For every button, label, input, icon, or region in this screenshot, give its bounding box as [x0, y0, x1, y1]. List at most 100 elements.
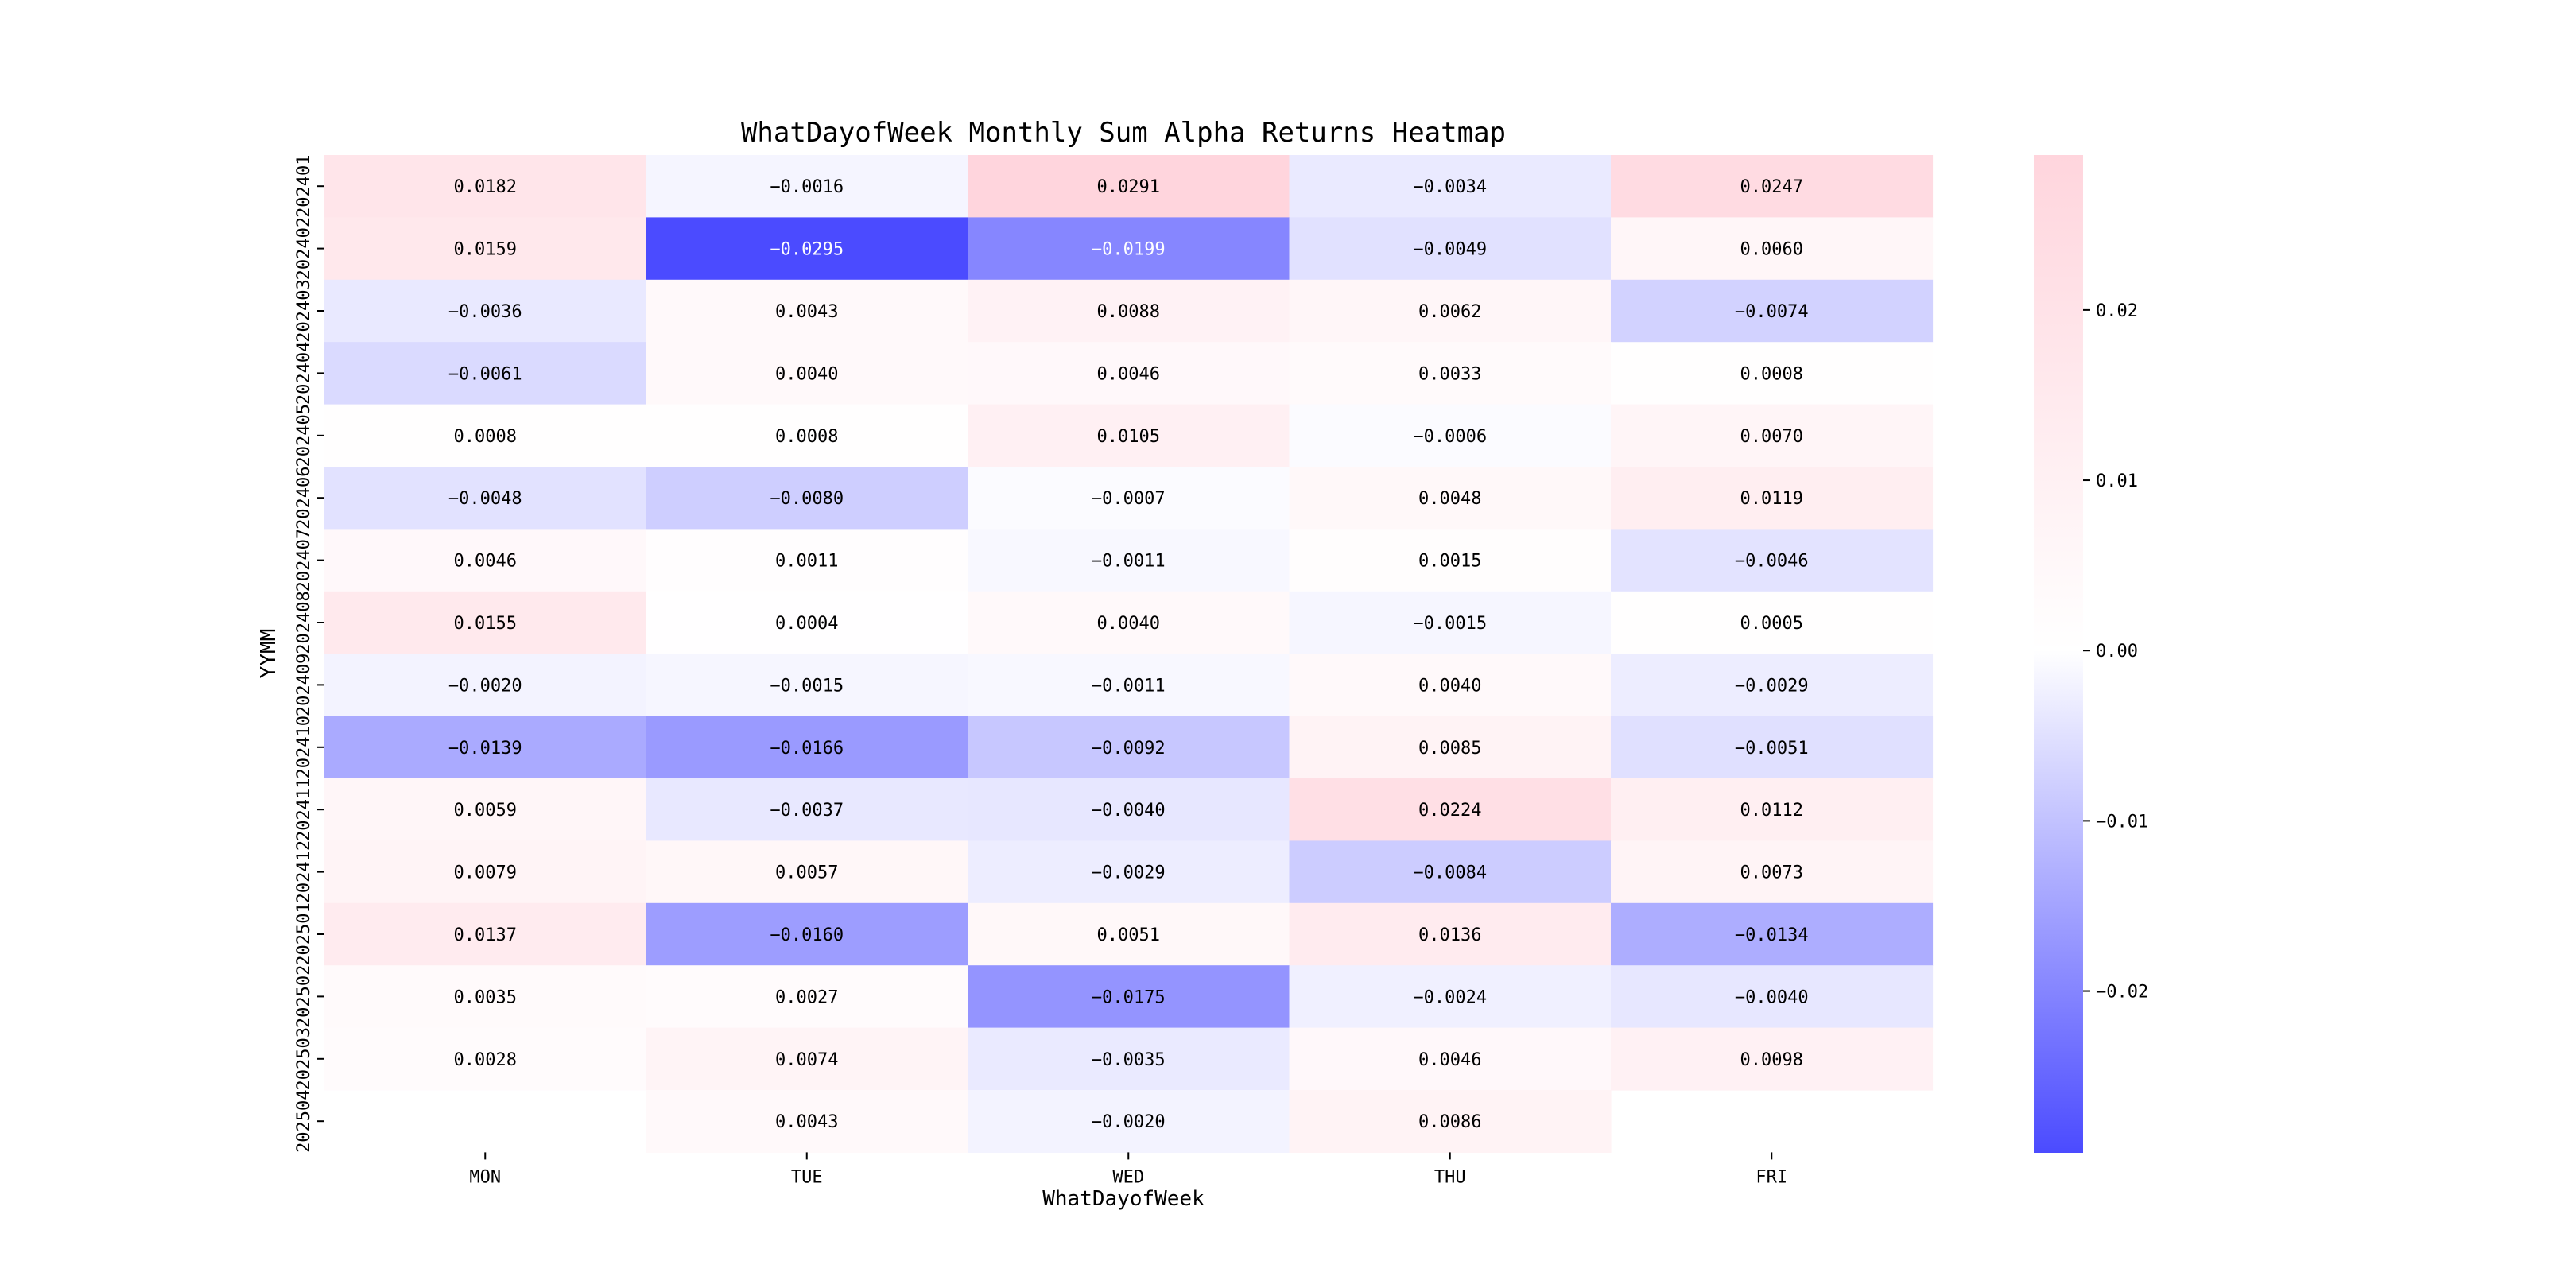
- heatmap-cell: [968, 404, 1290, 467]
- heatmap-cell: [1289, 155, 1612, 218]
- cell-value-label: 0.0119: [1740, 489, 1803, 509]
- heatmap-cell: [1611, 529, 1934, 592]
- cell-value-label: −0.0084: [1413, 863, 1487, 883]
- y-tick-label: 202502: [294, 965, 314, 1028]
- cell-value-label: 0.0070: [1740, 427, 1803, 447]
- cell-value-label: −0.0015: [770, 676, 844, 696]
- cell-value-label: 0.0137: [454, 925, 517, 945]
- heatmap-cell: [646, 965, 968, 1029]
- heatmap-cell: [1611, 716, 1934, 779]
- cell-value-label: 0.0027: [775, 987, 838, 1007]
- colorbar-tick-label: −0.01: [2096, 812, 2148, 832]
- cell-value-label: 0.0040: [1097, 614, 1160, 634]
- heatmap-cell: [1289, 529, 1612, 592]
- heatmap-cell: [324, 591, 647, 654]
- cell-value-label: 0.0136: [1418, 925, 1481, 945]
- heatmap-cell: [646, 591, 968, 654]
- heatmap-cell: [646, 716, 968, 779]
- heatmap-cell: [324, 279, 647, 343]
- cell-value-label: 0.0051: [1097, 925, 1160, 945]
- heatmap-cell: [1611, 965, 1934, 1029]
- colorbar-ticks: 0.02 0.01 0.00 −0.01 −0.02: [2083, 301, 2148, 1003]
- heatmap-cell: [646, 279, 968, 343]
- heatmap-cell: [646, 902, 968, 966]
- cell-value-label: −0.0166: [770, 739, 844, 758]
- heatmap-cell: [324, 716, 647, 779]
- cell-value-label: 0.0005: [1740, 614, 1803, 634]
- cell-value-label: −0.0024: [1413, 987, 1487, 1007]
- cell-value-label: 0.0088: [1097, 302, 1160, 322]
- heatmap-cell: [968, 155, 1290, 218]
- cell-value-label: 0.0008: [454, 427, 517, 447]
- cell-value-label: −0.0139: [448, 739, 522, 758]
- heatmap-cell: [968, 654, 1290, 717]
- y-tick-label: 202501: [294, 902, 314, 965]
- y-tick-label: 202409: [294, 654, 314, 716]
- y-tick-label: 202504: [294, 1089, 314, 1152]
- heatmap-cell: [1289, 902, 1612, 966]
- cell-value-label: 0.0105: [1097, 427, 1160, 447]
- heatmap-cell: [324, 217, 647, 281]
- heatmap-cell: [324, 404, 647, 467]
- heatmap-cell: [646, 217, 968, 281]
- heatmap-cell: [1289, 654, 1612, 717]
- cell-value-label: 0.0008: [775, 427, 838, 447]
- heatmap-cell: [646, 1027, 968, 1091]
- heatmap-cell: [1611, 404, 1934, 467]
- cell-value-label: 0.0057: [775, 863, 838, 883]
- heatmap-cell: [1289, 965, 1612, 1029]
- cell-value-label: −0.0175: [1092, 987, 1166, 1007]
- heatmap-cell: [968, 1090, 1290, 1153]
- cell-value-label: −0.0051: [1735, 739, 1809, 758]
- heatmap-cell: [968, 716, 1290, 779]
- y-tick-label: 202404: [294, 342, 314, 405]
- cell-value-label: −0.0015: [1413, 614, 1487, 634]
- heatmap-cell: [1611, 342, 1934, 405]
- cell-value-label: −0.0034: [1413, 177, 1487, 197]
- heatmap-cell: [1289, 1027, 1612, 1091]
- cell-value-label: 0.0155: [454, 614, 517, 634]
- cell-value-label: −0.0049: [1413, 240, 1487, 260]
- heatmap-cell: [1289, 217, 1612, 281]
- cell-value-label: 0.0004: [775, 614, 838, 634]
- heatmap-cell: [324, 840, 647, 904]
- cell-value-label: −0.0006: [1413, 427, 1487, 447]
- cell-value-label: 0.0035: [454, 987, 517, 1007]
- cell-value-label: −0.0199: [1092, 240, 1166, 260]
- x-tick-label: FRI: [1755, 1167, 1787, 1187]
- heatmap-cell: [1611, 155, 1934, 218]
- y-axis: 2024012024022024032024042024052024062024…: [294, 154, 324, 1153]
- heatmap-cell: [1611, 217, 1934, 281]
- y-tick-label: 202408: [294, 591, 314, 654]
- chart-title: WhatDayofWeek Monthly Sum Alpha Returns …: [741, 117, 1506, 149]
- y-tick-label: 202401: [294, 154, 314, 217]
- heatmap-cell: [646, 654, 968, 717]
- cell-value-label: 0.0074: [775, 1050, 838, 1070]
- cell-value-label: 0.0033: [1418, 364, 1481, 384]
- heatmap-cell: [1289, 840, 1612, 904]
- heatmap-cell: [1611, 467, 1934, 530]
- cell-value-label: 0.0247: [1740, 177, 1803, 197]
- x-axis-title: WhatDayofWeek: [1042, 1187, 1205, 1211]
- cell-value-label: −0.0016: [770, 177, 844, 197]
- heatmap-cell: [646, 155, 968, 218]
- cell-value-label: 0.0062: [1418, 302, 1481, 322]
- cell-value-label: −0.0160: [770, 925, 844, 945]
- cell-value-label: 0.0059: [454, 801, 517, 821]
- y-tick-label: 202411: [294, 778, 314, 840]
- heatmap-cell: [968, 217, 1290, 281]
- x-tick-label: WED: [1112, 1167, 1144, 1187]
- heatmap-cell: [968, 467, 1290, 530]
- heatmap-cell: [968, 840, 1290, 904]
- heatmap-cell: [1289, 591, 1612, 654]
- y-tick-label: 202412: [294, 840, 314, 903]
- cell-value-label: 0.0015: [1418, 552, 1481, 572]
- cell-value-label: −0.0061: [448, 364, 522, 384]
- cell-value-label: −0.0011: [1092, 552, 1166, 572]
- cell-value-label: 0.0011: [775, 552, 838, 572]
- cell-value-label: 0.0008: [1740, 364, 1803, 384]
- heatmap-cell: [646, 404, 968, 467]
- cell-value-label: −0.0035: [1092, 1050, 1166, 1070]
- cell-value-label: 0.0086: [1418, 1112, 1481, 1132]
